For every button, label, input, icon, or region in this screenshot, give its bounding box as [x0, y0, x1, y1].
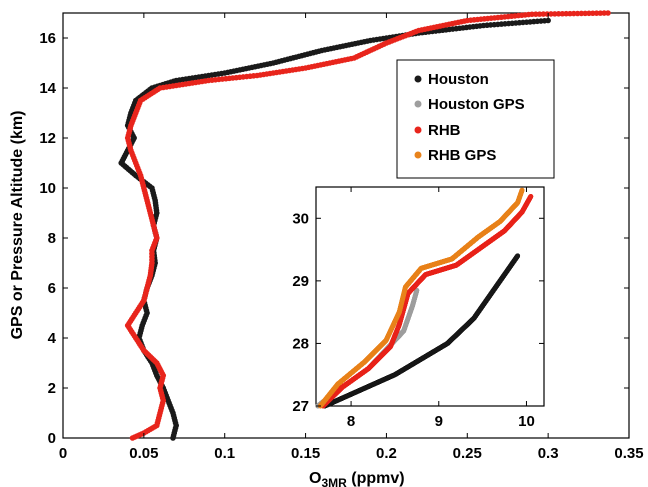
legend-label-rhb-gps: RHB GPS — [428, 147, 496, 164]
legend-marker-rhb — [414, 126, 422, 134]
legend-marker-houston — [414, 75, 422, 83]
x-axis-label-main: O — [309, 470, 321, 487]
x-axis-label-subscript: 3MR — [321, 476, 347, 487]
main-y-tick-label: 14 — [39, 80, 56, 97]
main-x-tick-label: 0.35 — [614, 445, 643, 462]
main-y-tick-label: 0 — [48, 430, 56, 447]
main-x-tick-label: 0.15 — [291, 445, 320, 462]
main-y-tick-label: 16 — [39, 30, 56, 47]
main-x-tick-label: 0.25 — [453, 445, 482, 462]
legend-label-houston: Houston — [428, 71, 489, 88]
main-y-tick-label: 2 — [48, 380, 56, 397]
main-x-tick-label: 0.1 — [214, 445, 235, 462]
main-x-tick-label: 0.3 — [538, 445, 559, 462]
main-point-rhb — [605, 10, 611, 16]
main-y-tick-label: 8 — [48, 230, 56, 247]
main-y-tick-label: 12 — [39, 130, 56, 147]
main-series-rhb — [124, 10, 611, 441]
main-series-layer — [118, 10, 611, 441]
main-point-houston — [545, 17, 551, 24]
x-axis-label-unit: (ppmv) — [347, 470, 405, 487]
y-axis-label: GPS or Pressure Altitude (km) — [9, 111, 26, 340]
main-y-tick-label: 6 — [48, 280, 56, 297]
legend-marker-houston-gps — [414, 100, 422, 108]
legend-label-rhb: RHB — [428, 122, 461, 139]
main-y-tick-label: 10 — [39, 180, 56, 197]
legend: Houston Houston GPS RHB RHB GPS — [396, 59, 555, 179]
main-x-tick-label: 0 — [59, 445, 67, 462]
inset-point-houston — [515, 253, 521, 259]
main-x-tick-label: 0.2 — [376, 445, 397, 462]
main-y-tick-label: 4 — [48, 330, 57, 347]
legend-item-houston-gps: Houston GPS — [414, 96, 525, 113]
legend-marker-rhb-gps — [414, 151, 422, 159]
x-axis-label: O3MR (ppmv) — [309, 470, 405, 487]
main-x-tick-label: 0.05 — [129, 445, 158, 462]
legend-label-houston-gps: Houston GPS — [428, 96, 525, 113]
